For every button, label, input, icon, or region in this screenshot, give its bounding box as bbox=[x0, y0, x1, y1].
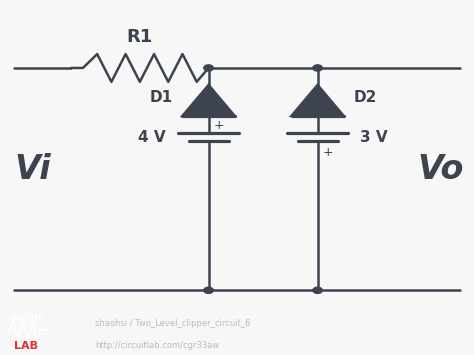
Text: D2: D2 bbox=[353, 90, 376, 105]
Text: 4 V: 4 V bbox=[138, 130, 166, 144]
Text: http://circuitlab.com/cgr33aw: http://circuitlab.com/cgr33aw bbox=[95, 341, 219, 350]
Text: R1: R1 bbox=[127, 28, 153, 46]
Circle shape bbox=[313, 287, 322, 293]
Circle shape bbox=[204, 287, 213, 293]
Circle shape bbox=[204, 65, 213, 71]
Circle shape bbox=[313, 65, 322, 71]
Text: D1: D1 bbox=[150, 90, 173, 105]
Text: 3 V: 3 V bbox=[360, 130, 388, 144]
Polygon shape bbox=[182, 85, 235, 116]
Text: Vo: Vo bbox=[418, 153, 464, 186]
Polygon shape bbox=[292, 85, 344, 116]
Text: shaohsi / Two_Level_clipper_circuit_6: shaohsi / Two_Level_clipper_circuit_6 bbox=[95, 319, 250, 328]
Text: CIRCUIT: CIRCUIT bbox=[9, 315, 43, 323]
Text: LAB: LAB bbox=[14, 341, 38, 351]
Text: +: + bbox=[213, 119, 224, 132]
Text: Vi: Vi bbox=[15, 153, 52, 186]
Text: +: + bbox=[322, 146, 333, 159]
